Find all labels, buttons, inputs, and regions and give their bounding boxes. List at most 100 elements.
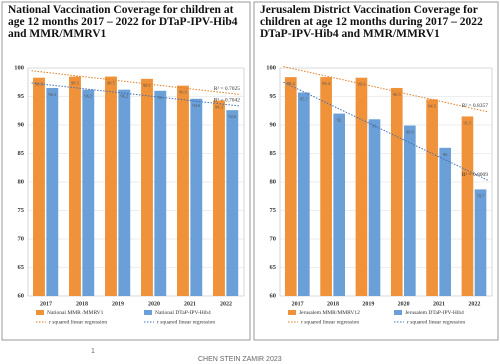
y-tick-label: 75 (18, 207, 25, 214)
legend-swatch (288, 310, 296, 315)
legend-label: Jerusalem MMR/MMRV12 (299, 310, 360, 316)
y-tick-label: 60 (18, 292, 25, 299)
data-label: 91 (372, 123, 377, 128)
x-tick-label: 2017 (292, 301, 304, 307)
data-label: 94.6 (192, 103, 201, 108)
chart-title: Jerusalem District Vaccination Coverage … (260, 4, 483, 40)
r-squared-label: R² = 0.7042 (214, 97, 241, 103)
y-tick-label: 75 (270, 207, 277, 214)
page-number: 1 (91, 348, 95, 355)
y-tick-label: 70 (18, 235, 25, 242)
panel-border (1, 1, 251, 341)
footer: CHEN STEIN ZAMIR 2023 (198, 356, 282, 363)
bar (82, 89, 95, 296)
data-label: 96.2 (84, 94, 92, 99)
bar (439, 147, 452, 296)
x-tick-label: 2021 (433, 301, 445, 307)
bar (474, 189, 487, 296)
y-tick-label: 85 (18, 150, 25, 157)
bar (355, 77, 368, 296)
x-tick-label: 2022 (220, 301, 232, 307)
bar (69, 76, 81, 296)
bar (33, 77, 45, 296)
legend-swatch (394, 310, 402, 315)
bar (298, 92, 310, 296)
data-label: 98.4 (287, 81, 296, 86)
x-tick-label: 2022 (468, 301, 480, 307)
data-label: 78.7 (477, 193, 486, 198)
bar (141, 78, 153, 296)
data-label: 92.6 (228, 114, 237, 119)
data-label: 96.5 (393, 92, 402, 97)
y-tick-label: 95 (18, 93, 25, 100)
y-tick-label: 80 (18, 178, 25, 185)
y-tick-label: 65 (18, 264, 25, 271)
x-tick-label: 2017 (40, 301, 52, 307)
bar (190, 98, 203, 296)
legend-label: National MMR /MMRV1 (47, 310, 104, 316)
x-tick-label: 2021 (184, 301, 196, 307)
data-label: 98.1 (143, 83, 151, 88)
bar (284, 77, 297, 297)
data-label: 89.9 (406, 130, 415, 135)
data-label: 98.5 (107, 81, 116, 86)
data-label: 96.9 (179, 90, 188, 95)
legend-swatch (36, 310, 44, 315)
bar (426, 99, 438, 296)
data-label: 94.3 (215, 105, 224, 110)
bar (333, 113, 346, 296)
bar (226, 110, 239, 297)
y-tick-label: 65 (270, 264, 277, 271)
y-tick-label: 70 (270, 235, 277, 242)
trendline (283, 66, 489, 113)
data-label: 91.5 (464, 120, 473, 125)
legend-label: r squared linear regression (301, 319, 359, 325)
x-tick-label: 2020 (148, 301, 160, 307)
data-label: 98.4 (322, 81, 331, 86)
bar (46, 87, 59, 296)
chart-title: National Vaccination Coverage for childr… (8, 4, 238, 40)
y-tick-label: 90 (270, 121, 277, 128)
data-label: 86 (443, 152, 448, 157)
x-tick-label: 2018 (76, 301, 88, 307)
y-tick-label: 100 (266, 64, 276, 71)
y-tick-label: 60 (270, 292, 277, 299)
trendline (283, 81, 489, 181)
data-label: 98.3 (35, 82, 44, 87)
bar (105, 76, 117, 296)
legend-label: National DTaP-IPV-Hib4 (155, 310, 211, 316)
data-label: 98.5 (71, 81, 80, 86)
y-tick-label: 100 (14, 64, 24, 71)
bar (118, 89, 131, 296)
y-tick-label: 95 (270, 93, 277, 100)
bar (461, 116, 474, 296)
bar (213, 100, 225, 297)
bar (390, 87, 403, 296)
legend-label: r squared linear regression (407, 319, 465, 325)
panel-border (253, 1, 499, 341)
y-tick-label: 90 (18, 121, 25, 128)
bar (368, 119, 381, 296)
x-tick-label: 2019 (112, 301, 124, 307)
trendline (31, 70, 241, 96)
y-tick-label: 85 (270, 150, 277, 157)
bar (177, 85, 189, 296)
x-tick-label: 2018 (327, 301, 339, 307)
bar (404, 125, 416, 296)
bar (320, 77, 332, 297)
data-label: 96.5 (48, 92, 57, 97)
x-tick-label: 2019 (362, 301, 374, 307)
r-squared-label: R² = 0.7025 (214, 86, 241, 92)
y-tick-label: 80 (270, 178, 277, 185)
data-label: 98.3 (358, 82, 367, 87)
legend-swatch (144, 310, 152, 315)
x-tick-label: 2020 (398, 301, 410, 307)
trendline (31, 82, 241, 107)
data-label: 94.5 (428, 103, 437, 108)
legend-label: r squared linear regression (49, 319, 107, 325)
r-squared-label: R² = 0.8357 (462, 103, 489, 109)
legend-label: r squared linear regression (157, 319, 215, 325)
data-label: 95.7 (300, 97, 309, 102)
